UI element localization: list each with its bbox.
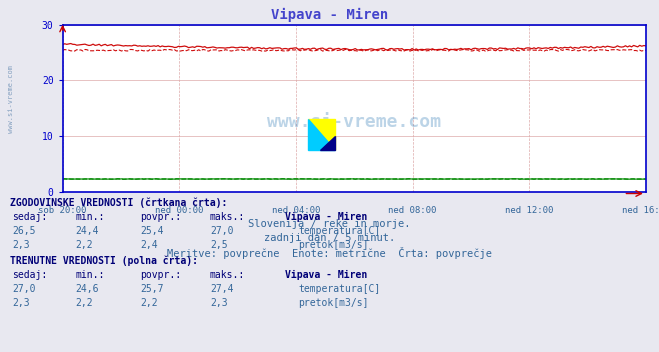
Text: ned 12:00: ned 12:00 [505,206,554,215]
Text: 25,7: 25,7 [140,284,163,294]
Text: TRENUTNE VREDNOSTI (polna črta):: TRENUTNE VREDNOSTI (polna črta): [10,256,198,266]
Text: zadnji dan / 5 minut.: zadnji dan / 5 minut. [264,233,395,243]
Text: maks.:: maks.: [210,212,245,222]
Text: 24,4: 24,4 [75,226,98,236]
Text: ZGODOVINSKE VREDNOSTI (črtkana črta):: ZGODOVINSKE VREDNOSTI (črtkana črta): [10,198,227,208]
Text: ned 00:00: ned 00:00 [155,206,204,215]
Text: 26,5: 26,5 [12,226,36,236]
Text: temperatura[C]: temperatura[C] [298,226,380,236]
Text: sob 20:00: sob 20:00 [38,206,87,215]
Text: 2,3: 2,3 [12,298,30,308]
Text: www.si-vreme.com: www.si-vreme.com [267,113,442,131]
Text: 2,3: 2,3 [12,240,30,250]
Text: sedaj:: sedaj: [12,270,47,280]
Text: povpr.:: povpr.: [140,212,181,222]
Text: povpr.:: povpr.: [140,270,181,280]
Text: 27,0: 27,0 [210,226,233,236]
Text: pretok[m3/s]: pretok[m3/s] [298,240,368,250]
Text: min.:: min.: [75,212,104,222]
Text: Vipava - Miren: Vipava - Miren [285,212,367,222]
Polygon shape [320,136,335,150]
Text: 25,4: 25,4 [140,226,163,236]
Text: min.:: min.: [75,270,104,280]
Text: www.si-vreme.com: www.si-vreme.com [8,64,14,133]
Text: temperatura[C]: temperatura[C] [298,284,380,294]
Text: 2,4: 2,4 [140,240,158,250]
Text: ned 08:00: ned 08:00 [388,206,437,215]
Text: Vipava - Miren: Vipava - Miren [271,8,388,22]
Polygon shape [308,119,335,150]
Text: Meritve: povprečne  Enote: metrične  Črta: povprečje: Meritve: povprečne Enote: metrične Črta:… [167,247,492,259]
Text: Vipava - Miren: Vipava - Miren [285,270,367,280]
Text: 27,4: 27,4 [210,284,233,294]
Text: Slovenija / reke in morje.: Slovenija / reke in morje. [248,219,411,229]
Text: maks.:: maks.: [210,270,245,280]
Text: ned 16:00: ned 16:00 [621,206,659,215]
Text: 2,5: 2,5 [210,240,227,250]
Text: 24,6: 24,6 [75,284,98,294]
Text: 27,0: 27,0 [12,284,36,294]
Text: 2,2: 2,2 [75,240,93,250]
Text: sedaj:: sedaj: [12,212,47,222]
Text: ned 04:00: ned 04:00 [272,206,320,215]
Text: 2,2: 2,2 [140,298,158,308]
Text: 2,2: 2,2 [75,298,93,308]
Polygon shape [308,119,335,150]
Text: 2,3: 2,3 [210,298,227,308]
Text: pretok[m3/s]: pretok[m3/s] [298,298,368,308]
